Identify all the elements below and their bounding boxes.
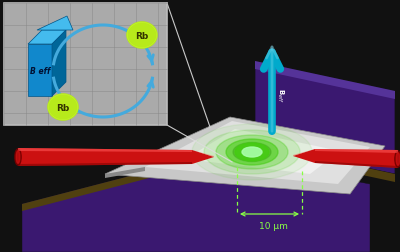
Polygon shape [185,130,340,174]
Ellipse shape [204,131,300,174]
Ellipse shape [127,23,157,49]
Polygon shape [315,149,398,168]
Ellipse shape [48,94,78,120]
Text: 10 μm: 10 μm [259,221,288,230]
Ellipse shape [48,94,78,120]
Text: Rb: Rb [135,32,149,40]
Polygon shape [18,148,192,152]
Polygon shape [192,150,214,158]
Polygon shape [192,150,214,164]
Polygon shape [255,62,395,174]
Polygon shape [22,154,370,252]
Ellipse shape [16,151,20,164]
Polygon shape [293,149,315,163]
Ellipse shape [395,151,400,167]
Polygon shape [255,62,395,100]
Text: B eff: B eff [30,66,50,75]
Ellipse shape [192,124,312,180]
Polygon shape [37,17,73,31]
Text: B$_{eff}$: B$_{eff}$ [275,87,285,102]
Ellipse shape [233,143,271,162]
Polygon shape [18,162,192,166]
Polygon shape [105,167,145,178]
Text: Rb: Rb [56,103,70,112]
Ellipse shape [127,23,157,49]
Polygon shape [315,149,398,153]
Ellipse shape [216,136,288,169]
Polygon shape [52,31,66,97]
Polygon shape [28,31,66,45]
Ellipse shape [242,147,262,158]
Polygon shape [255,144,395,182]
Polygon shape [28,45,52,97]
Ellipse shape [396,153,400,166]
Polygon shape [293,149,315,156]
Polygon shape [315,161,398,168]
Polygon shape [18,148,192,166]
Ellipse shape [226,139,278,165]
Polygon shape [145,121,370,184]
Polygon shape [22,154,215,211]
Polygon shape [4,4,167,125]
Ellipse shape [15,149,21,166]
Ellipse shape [235,143,269,161]
Polygon shape [105,117,385,194]
